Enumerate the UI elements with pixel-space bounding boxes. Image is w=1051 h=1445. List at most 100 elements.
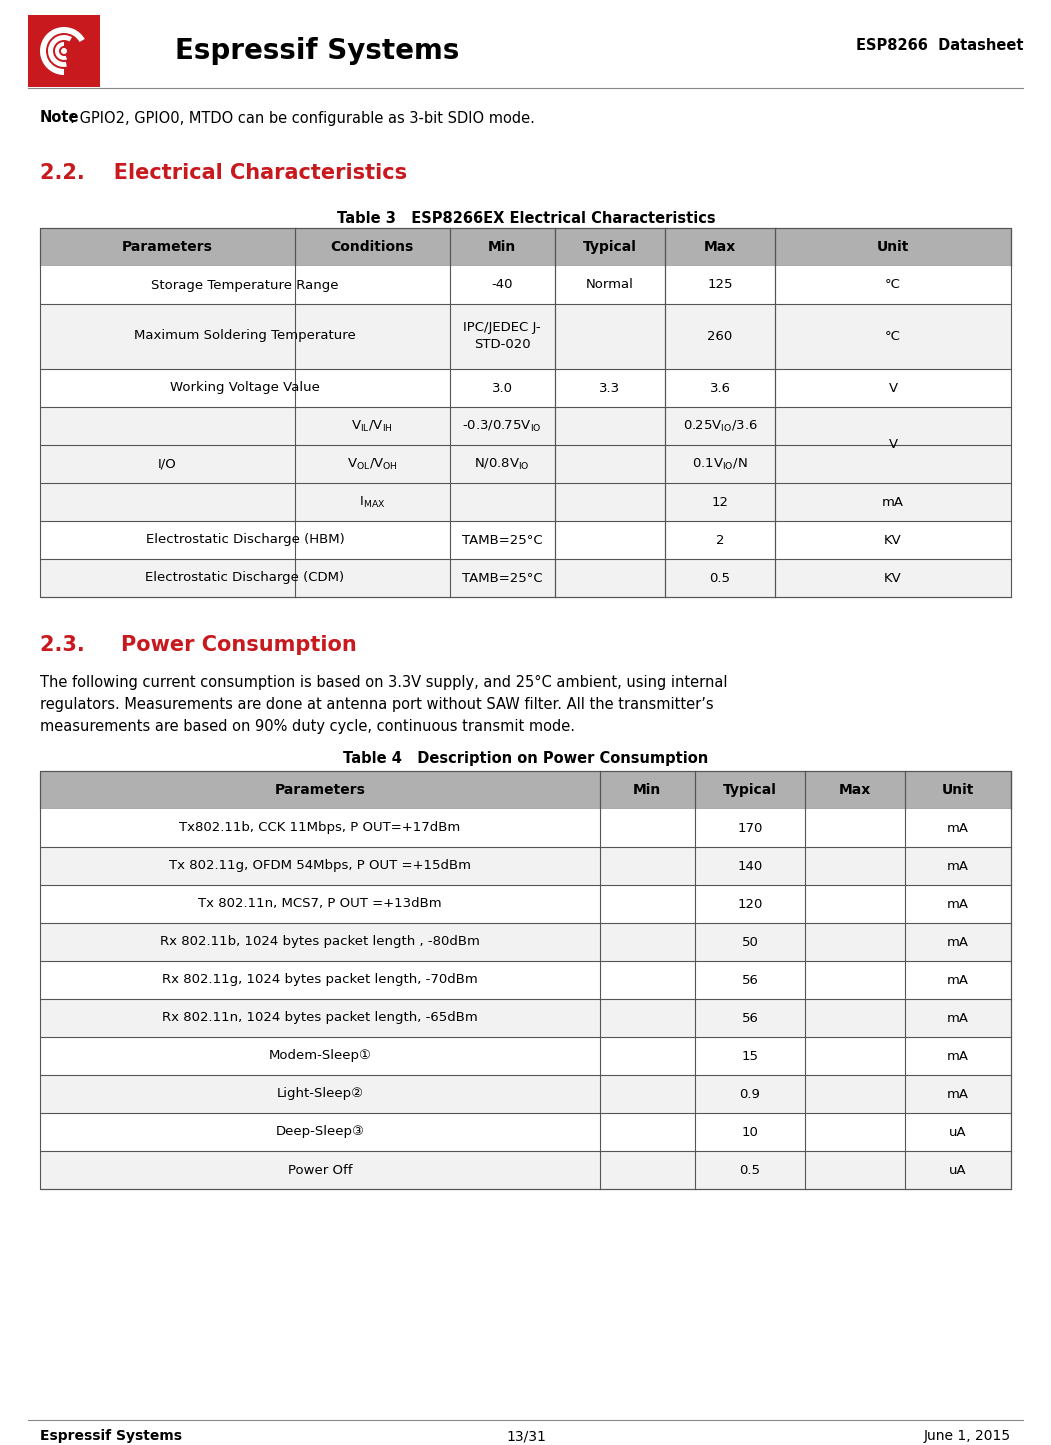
Bar	[40, 368, 1011, 407]
Bar	[40, 266, 1011, 303]
Text: 13/31: 13/31	[507, 1429, 545, 1444]
Text: Tx 802.11g, OFDM 54Mbps, P OUT =+15dBm: Tx 802.11g, OFDM 54Mbps, P OUT =+15dBm	[169, 860, 471, 873]
Text: mA: mA	[947, 860, 969, 873]
Bar	[40, 772, 1011, 1189]
Text: KV: KV	[884, 533, 902, 546]
Bar	[40, 847, 1011, 884]
Text: °C: °C	[885, 279, 901, 292]
Bar	[40, 559, 1011, 597]
Text: 15: 15	[742, 1049, 759, 1062]
Text: mA: mA	[947, 897, 969, 910]
Text: N/0.8V$_\mathrm{IO}$: N/0.8V$_\mathrm{IO}$	[474, 457, 530, 471]
Text: I$_\mathrm{MAX}$: I$_\mathrm{MAX}$	[358, 494, 386, 510]
Text: 0.5: 0.5	[740, 1163, 761, 1176]
Text: TAMB=25°C: TAMB=25°C	[461, 572, 542, 584]
Bar	[40, 228, 1011, 266]
Text: TAMB=25°C: TAMB=25°C	[461, 533, 542, 546]
Text: 0.25V$_\mathrm{IO}$/3.6: 0.25V$_\mathrm{IO}$/3.6	[682, 419, 758, 433]
Text: The following current consumption is based on 3.3V supply, and 25°C ambient, usi: The following current consumption is bas…	[40, 675, 727, 691]
Text: Min: Min	[488, 240, 516, 254]
Text: mA: mA	[947, 1088, 969, 1101]
Text: 2.3.     Power Consumption: 2.3. Power Consumption	[40, 634, 356, 655]
Text: 2: 2	[716, 533, 724, 546]
Bar	[40, 1038, 1011, 1075]
Text: 56: 56	[742, 1011, 759, 1025]
Bar	[40, 445, 1011, 483]
Bar	[40, 1075, 1011, 1113]
Text: 0.5: 0.5	[709, 572, 730, 584]
Bar	[40, 809, 1011, 847]
Text: uA: uA	[949, 1126, 967, 1139]
Text: mA: mA	[947, 1049, 969, 1062]
Text: 260: 260	[707, 329, 733, 342]
Text: Typical: Typical	[583, 240, 637, 254]
Text: 2.2.    Electrical Characteristics: 2.2. Electrical Characteristics	[40, 163, 407, 184]
Text: Normal: Normal	[586, 279, 634, 292]
Text: Unit: Unit	[942, 783, 974, 798]
Text: 0.1V$_\mathrm{IO}$/N: 0.1V$_\mathrm{IO}$/N	[693, 457, 748, 471]
Text: 140: 140	[738, 860, 763, 873]
Text: Espressif Systems: Espressif Systems	[40, 1429, 182, 1444]
Text: Light-Sleep②: Light-Sleep②	[276, 1088, 364, 1101]
Wedge shape	[48, 35, 73, 66]
Text: Min: Min	[633, 783, 661, 798]
Bar	[40, 923, 1011, 961]
Text: Electrostatic Discharge (CDM): Electrostatic Discharge (CDM)	[145, 572, 345, 584]
Text: 3.3: 3.3	[599, 381, 620, 394]
Text: -40: -40	[491, 279, 513, 292]
Bar	[40, 483, 1011, 522]
Text: regulators. Measurements are done at antenna port without SAW filter. All the tr: regulators. Measurements are done at ant…	[40, 696, 714, 712]
Text: Rx 802.11b, 1024 bytes packet length , -80dBm: Rx 802.11b, 1024 bytes packet length , -…	[160, 935, 480, 948]
Text: June 1, 2015: June 1, 2015	[924, 1429, 1011, 1444]
Text: 120: 120	[738, 897, 763, 910]
Text: Espressif Systems: Espressif Systems	[176, 38, 459, 65]
Bar	[40, 772, 1011, 809]
Text: Rx 802.11g, 1024 bytes packet length, -70dBm: Rx 802.11g, 1024 bytes packet length, -7…	[162, 974, 478, 987]
Text: 56: 56	[742, 974, 759, 987]
Bar	[40, 884, 1011, 923]
Text: Power Off: Power Off	[288, 1163, 352, 1176]
Text: Storage Temperature Range: Storage Temperature Range	[151, 279, 338, 292]
Text: Deep-Sleep③: Deep-Sleep③	[275, 1126, 365, 1139]
Bar	[40, 303, 1011, 368]
Text: Tx 802.11n, MCS7, P OUT =+13dBm: Tx 802.11n, MCS7, P OUT =+13dBm	[199, 897, 441, 910]
Text: IPC/JEDEC J-
STD-020: IPC/JEDEC J- STD-020	[463, 321, 541, 351]
Bar	[40, 228, 1011, 597]
Text: V$_\mathrm{IL}$/V$_\mathrm{IH}$: V$_\mathrm{IL}$/V$_\mathrm{IH}$	[351, 419, 393, 433]
Text: measurements are based on 90% duty cycle, continuous transmit mode.: measurements are based on 90% duty cycle…	[40, 720, 575, 734]
Text: Tx802.11b, CCK 11Mbps, P OUT=+17dBm: Tx802.11b, CCK 11Mbps, P OUT=+17dBm	[180, 822, 460, 835]
Text: V$_\mathrm{OL}$/V$_\mathrm{OH}$: V$_\mathrm{OL}$/V$_\mathrm{OH}$	[347, 457, 397, 471]
Bar	[40, 407, 1011, 445]
Text: -0.3/0.75V$_\mathrm{IO}$: -0.3/0.75V$_\mathrm{IO}$	[462, 419, 541, 433]
Bar	[28, 14, 100, 87]
Text: 10: 10	[742, 1126, 759, 1139]
Text: I/O: I/O	[158, 458, 177, 471]
Text: °C: °C	[885, 329, 901, 342]
Text: Table 3   ESP8266EX Electrical Characteristics: Table 3 ESP8266EX Electrical Characteris…	[336, 211, 716, 225]
Wedge shape	[55, 42, 67, 61]
Text: mA: mA	[947, 822, 969, 835]
Text: mA: mA	[882, 496, 904, 509]
Text: Modem-Sleep①: Modem-Sleep①	[269, 1049, 371, 1062]
Bar	[40, 1113, 1011, 1152]
Text: Working Voltage Value: Working Voltage Value	[170, 381, 320, 394]
Text: Parameters: Parameters	[122, 240, 212, 254]
Text: 170: 170	[738, 822, 763, 835]
Text: Max: Max	[839, 783, 871, 798]
Text: mA: mA	[947, 935, 969, 948]
Text: mA: mA	[947, 974, 969, 987]
Text: : GPIO2, GPIO0, MTDO can be configurable as 3-bit SDIO mode.: : GPIO2, GPIO0, MTDO can be configurable…	[70, 110, 535, 126]
Text: ESP8266  Datasheet: ESP8266 Datasheet	[856, 39, 1023, 53]
Bar	[40, 522, 1011, 559]
Text: uA: uA	[949, 1163, 967, 1176]
Bar	[40, 961, 1011, 998]
Text: Table 4   Description on Power Consumption: Table 4 Description on Power Consumption	[344, 751, 708, 766]
Text: 125: 125	[707, 279, 733, 292]
Bar	[40, 1152, 1011, 1189]
Text: Max: Max	[704, 240, 736, 254]
Wedge shape	[40, 27, 85, 75]
Text: 12: 12	[712, 496, 728, 509]
Text: mA: mA	[947, 1011, 969, 1025]
Text: 50: 50	[742, 935, 759, 948]
Circle shape	[61, 48, 67, 53]
